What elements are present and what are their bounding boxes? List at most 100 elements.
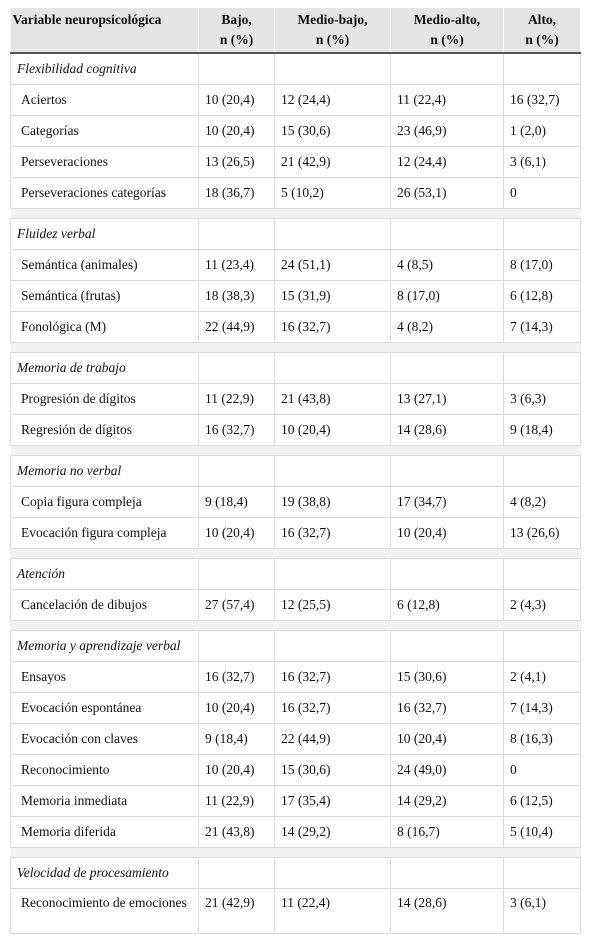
row-label: Categorías [10,115,199,147]
cell-value: 16 (32,7) [274,517,391,549]
empty-cell [274,352,391,384]
results-table: Variable neuropsicológica Bajo, n (%) Medio… [10,8,581,934]
spacer-row [10,208,581,219]
row-label: Perseveraciones [10,146,199,178]
data-row: Reconocimiento 10 (20,4) 15 (30,6) 24 (49,0… [10,754,581,786]
row-label: Regresión de dígitos [10,414,199,446]
data-row: Copia figura compleja 9 (18,4) 19 (38,8) 17… [10,486,581,518]
empty-cell [198,218,275,250]
cell-value: 24 (49,0) [390,754,504,786]
spacer-cell [10,847,581,858]
row-label: Copia figura compleja [10,486,199,518]
empty-cell [198,558,275,590]
data-row: Perseveraciones 13 (26,5) 21 (42,9) 12 (24,… [10,146,581,178]
data-row: Reconocimiento de emociones 21 (42,9) 11 (… [10,888,581,934]
cell-value: 1 (2,0) [503,115,581,147]
cell-value: 21 (42,9) [274,146,391,178]
cell-value: 10 (20,4) [198,754,275,786]
cell-value: 8 (16,3) [503,723,581,755]
column-header: Alto, n (%) [503,8,581,54]
cell-value: 23 (46,9) [390,115,504,147]
cell-value: 24 (51,1) [274,249,391,281]
header-text: Medio-alto, [413,12,481,27]
cell-value: 19 (38,8) [274,486,391,518]
data-row: Aciertos 10 (20,4) 12 (24,4) 11 (22,4) 16 (3… [10,84,581,116]
data-row: Evocación espontánea 10 (20,4) 16 (32,7) 16… [10,692,581,724]
cell-value: 18 (38,3) [198,280,275,312]
empty-cell [503,352,581,384]
section-title: Velocidad de procesamiento [10,857,199,889]
cell-value: 12 (24,4) [390,146,504,178]
data-row: Evocación con claves 9 (18,4) 22 (44,9) 10 … [10,723,581,755]
cell-value: 16 (32,7) [390,692,504,724]
cell-value: 10 (20,4) [390,723,504,755]
empty-cell [503,558,581,590]
data-row: Semántica (frutas) 18 (38,3) 15 (31,9) 8 (1… [10,280,581,312]
cell-value: 11 (23,4) [198,249,275,281]
spacer-cell [10,445,581,456]
spacer-row [10,342,581,353]
spacer-cell [10,208,581,219]
cell-value: 14 (29,2) [390,785,504,817]
data-row: Progresión de dígitos 11 (22,9) 21 (43,8) 1… [10,383,581,415]
data-row: Cancelación de dibujos 27 (57,4) 12 (25,5)… [10,589,581,621]
empty-cell [274,558,391,590]
cell-value: 9 (18,4) [198,723,275,755]
column-header: Medio-alto, n (%) [390,8,504,54]
row-label: Fonológica (M) [10,311,199,343]
spacer-cell [10,342,581,353]
cell-value: 13 (26,6) [503,517,581,549]
cell-value: 14 (28,6) [390,414,504,446]
section-title: Memoria de trabajo [10,352,199,384]
spacer-cell [10,548,581,559]
data-row: Evocación figura compleja 10 (20,4) 16 (32… [10,517,581,549]
cell-value: 16 (32,7) [198,661,275,693]
header-text: Bajo, [221,12,252,27]
empty-cell [198,52,275,85]
cell-value: 26 (53,1) [390,177,504,209]
row-label: Memoria inmediata [10,785,199,817]
data-row: Perseveraciones categorías 18 (36,7) 5 (10… [10,177,581,209]
cell-value: 21 (43,8) [198,816,275,848]
spacer-row [10,620,581,631]
spacer-row [10,445,581,456]
section-row: Memoria y aprendizaje verbal [10,630,581,662]
row-label: Cancelación de dibujos [10,589,199,621]
empty-cell [390,218,504,250]
cell-value: 14 (28,6) [390,888,504,934]
empty-cell [274,630,391,662]
cell-value: 7 (14,3) [503,311,581,343]
section-row: Fluidez verbal [10,218,581,250]
data-row: Memoria inmediata 11 (22,9) 17 (35,4) 14 (2… [10,785,581,817]
data-row: Categorías 10 (20,4) 15 (30,6) 23 (46,9) 1 (… [10,115,581,147]
empty-cell [390,52,504,85]
row-label: Ensayos [10,661,199,693]
data-row: Semántica (animales) 11 (23,4) 24 (51,1) 4 … [10,249,581,281]
row-label: Aciertos [10,84,199,116]
spacer-row [10,548,581,559]
row-label: Reconocimiento [10,754,199,786]
cell-value: 15 (31,9) [274,280,391,312]
column-header: Variable neuropsicológica [10,8,199,54]
cell-value: 14 (29,2) [274,816,391,848]
row-label: Evocación espontánea [10,692,199,724]
cell-value: 11 (22,9) [198,785,275,817]
header-text: Alto, [527,12,557,27]
header-text: n (%) [315,32,350,47]
empty-cell [390,857,504,889]
empty-cell [274,218,391,250]
cell-value: 15 (30,6) [274,754,391,786]
cell-value: 21 (42,9) [198,888,275,934]
empty-cell [198,857,275,889]
section-row: Atención [10,558,581,590]
cell-value: 7 (14,3) [503,692,581,724]
cell-value: 16 (32,7) [274,311,391,343]
row-label: Memoria diferida [10,816,199,848]
cell-value: 13 (26,5) [198,146,275,178]
cell-value: 18 (36,7) [198,177,275,209]
cell-value: 22 (44,9) [198,311,275,343]
cell-value: 13 (27,1) [390,383,504,415]
cell-value: 8 (17,0) [503,249,581,281]
row-label: Semántica (frutas) [10,280,199,312]
empty-cell [503,857,581,889]
